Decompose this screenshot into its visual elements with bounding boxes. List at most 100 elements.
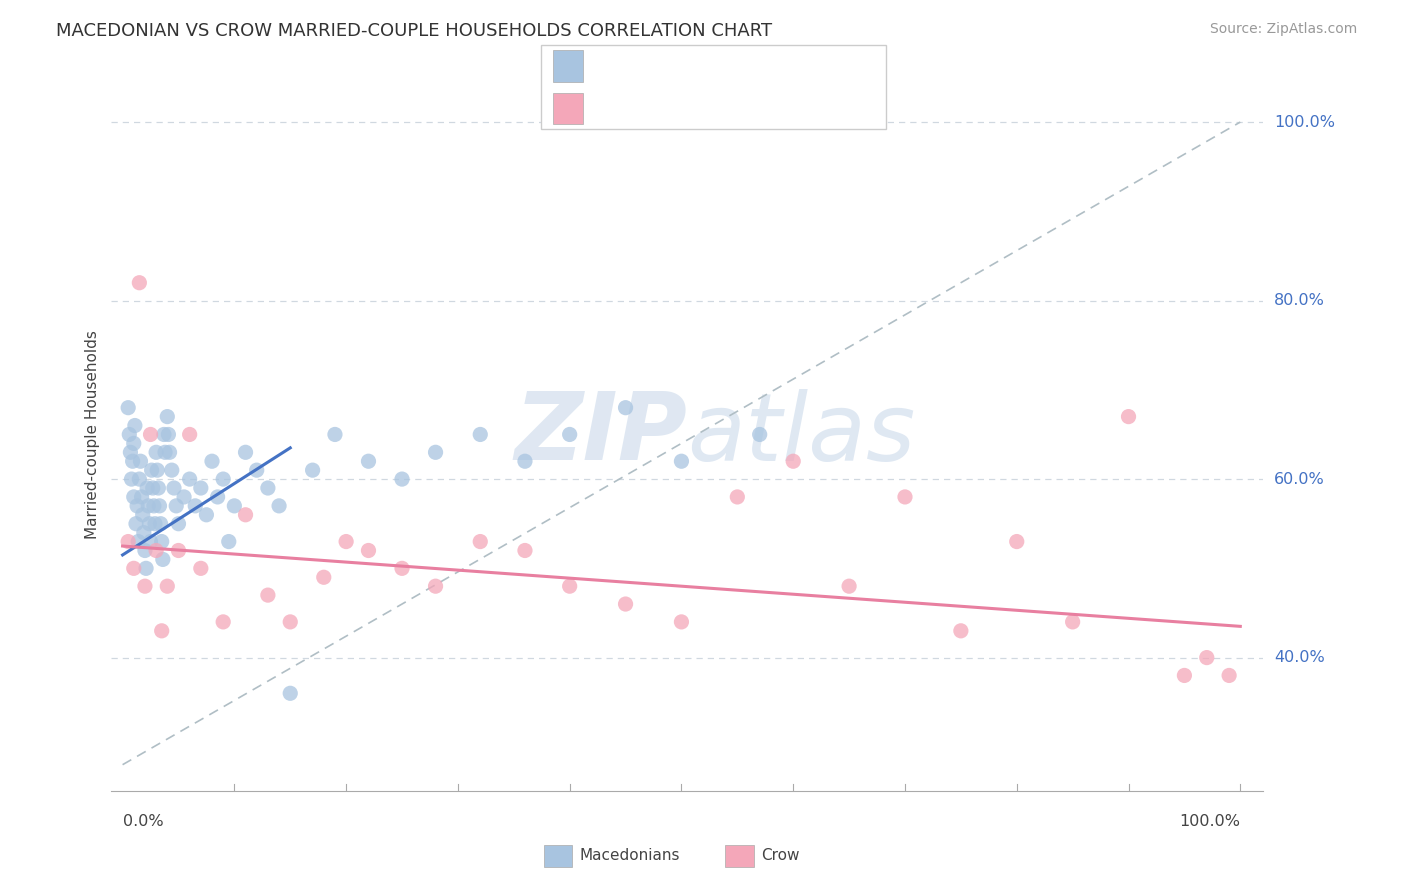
Point [1118, 409, 1140, 424]
Point [156, 579, 179, 593]
Point [145, 543, 167, 558]
Point [141, 463, 163, 477]
Point [167, 543, 190, 558]
Point [145, 445, 167, 459]
Point [425, 579, 447, 593]
Point [312, 570, 335, 584]
Point [257, 588, 280, 602]
Point [470, 427, 492, 442]
Point [122, 490, 145, 504]
Point [131, 490, 153, 504]
Point [122, 436, 145, 450]
Point [1218, 668, 1240, 682]
Point [782, 454, 804, 468]
Point [121, 472, 143, 486]
Point [201, 454, 224, 468]
Point [470, 534, 492, 549]
Point [150, 624, 173, 638]
Point [132, 525, 155, 540]
Point [671, 615, 693, 629]
Point [425, 445, 447, 459]
Point [153, 445, 176, 459]
Point [136, 481, 159, 495]
Point [127, 499, 149, 513]
Point [558, 579, 581, 593]
Point [218, 534, 240, 549]
Point [160, 463, 183, 477]
Point [335, 534, 357, 549]
Point [118, 427, 141, 442]
Point [117, 401, 139, 415]
Point [235, 508, 257, 522]
Text: 60.0%: 60.0% [1274, 472, 1324, 486]
Text: 40.0%: 40.0% [1274, 650, 1324, 665]
Point [212, 472, 235, 486]
Point [614, 401, 637, 415]
Point [139, 534, 162, 549]
Point [146, 463, 169, 477]
Point [357, 454, 380, 468]
Point [184, 499, 207, 513]
Point [357, 543, 380, 558]
Text: Crow: Crow [761, 848, 799, 863]
Point [1005, 534, 1028, 549]
Point [278, 615, 301, 629]
Point [128, 276, 150, 290]
Point [391, 472, 413, 486]
Point [195, 508, 218, 522]
Point [278, 686, 301, 700]
Point [153, 427, 176, 442]
Point [1195, 650, 1218, 665]
Point [139, 427, 162, 442]
Point [157, 427, 180, 442]
Point [163, 481, 186, 495]
Point [190, 561, 212, 575]
Point [159, 445, 181, 459]
Point [134, 543, 156, 558]
Point [138, 516, 160, 531]
Point [136, 499, 159, 513]
Point [148, 499, 170, 513]
Point [128, 472, 150, 486]
Text: Source: ZipAtlas.com: Source: ZipAtlas.com [1209, 22, 1357, 37]
Point [124, 418, 146, 433]
Point [121, 454, 143, 468]
Point [391, 561, 413, 575]
Point [148, 481, 170, 495]
Text: MACEDONIAN VS CROW MARRIED-COUPLE HOUSEHOLDS CORRELATION CHART: MACEDONIAN VS CROW MARRIED-COUPLE HOUSEH… [56, 22, 772, 40]
Point [135, 561, 157, 575]
Text: R =  0.111   N = 68: R = 0.111 N = 68 [595, 57, 758, 75]
Point [152, 552, 174, 566]
Text: 100.0%: 100.0% [1180, 814, 1240, 829]
Text: ZIP: ZIP [515, 388, 688, 481]
Point [748, 427, 770, 442]
Point [150, 534, 173, 549]
Point [143, 516, 166, 531]
Point [179, 472, 201, 486]
Point [725, 490, 748, 504]
Point [267, 499, 290, 513]
Point [173, 490, 195, 504]
Point [122, 561, 145, 575]
Point [156, 409, 179, 424]
Point [558, 427, 581, 442]
Point [131, 508, 153, 522]
Point [614, 597, 637, 611]
Point [125, 516, 148, 531]
Point [167, 516, 190, 531]
Point [838, 579, 860, 593]
Point [301, 463, 323, 477]
Point [671, 454, 693, 468]
Point [513, 454, 536, 468]
Text: R = -0.186   N = 36: R = -0.186 N = 36 [595, 99, 758, 117]
Point [149, 516, 172, 531]
Point [257, 481, 280, 495]
Point [1062, 615, 1084, 629]
Point [323, 427, 346, 442]
Point [949, 624, 972, 638]
Point [142, 499, 165, 513]
Text: Macedonians: Macedonians [579, 848, 679, 863]
Point [142, 481, 165, 495]
Point [513, 543, 536, 558]
Point [134, 579, 156, 593]
